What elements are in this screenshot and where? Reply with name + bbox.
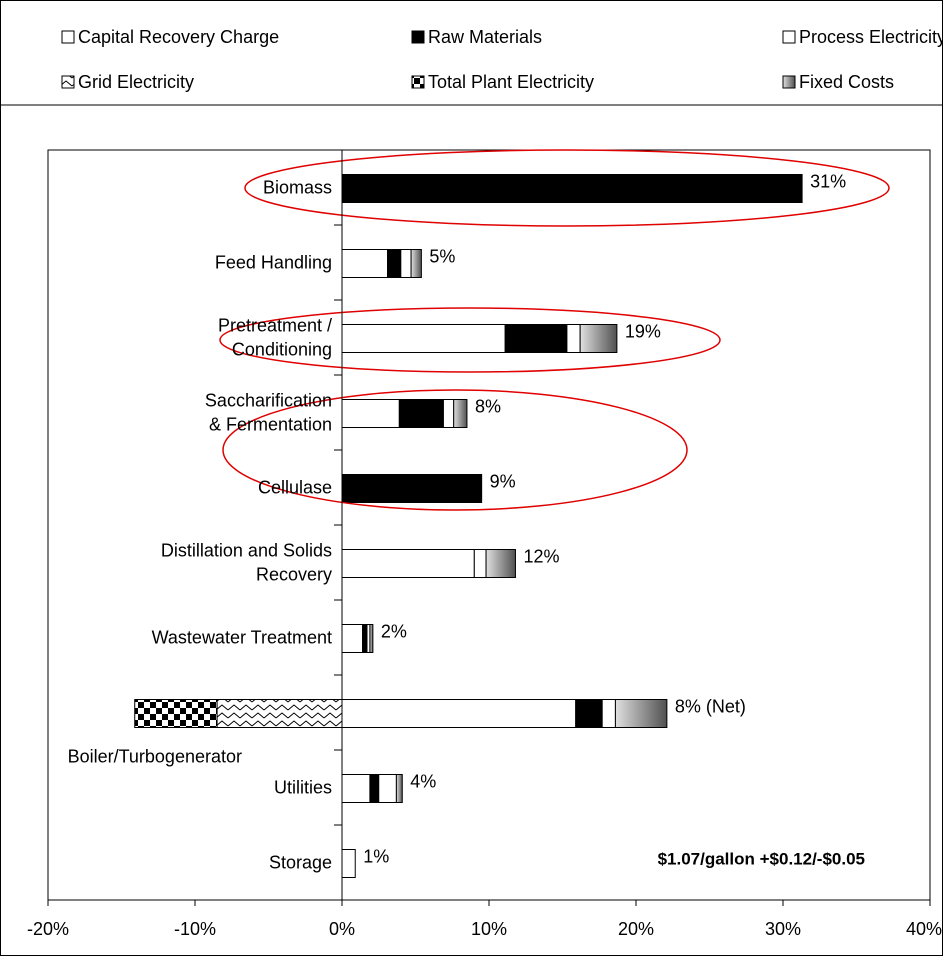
- data-label: 12%: [523, 546, 559, 566]
- data-label: 31%: [810, 171, 846, 191]
- x-tick-label: -10%: [174, 919, 216, 939]
- bar-segment: [410, 249, 422, 278]
- bar-segment: [341, 849, 356, 878]
- bar-segment: [579, 324, 618, 353]
- category-label: Distillation and Solids: [161, 540, 332, 560]
- bar-segment: [341, 774, 371, 803]
- x-tick-label: 30%: [765, 919, 801, 939]
- x-tick-label: -20%: [27, 919, 69, 939]
- category-label: Boiler/Turbogenerator: [68, 746, 242, 766]
- data-label: 2%: [381, 621, 407, 641]
- bar-segment: [341, 549, 475, 578]
- bar-segment: [134, 699, 218, 728]
- bar-segment: [341, 624, 364, 653]
- bar-segment: [395, 774, 403, 803]
- data-label: 19%: [625, 321, 661, 341]
- bar-segment: [378, 774, 397, 803]
- x-tick-label: 40%: [906, 919, 942, 939]
- bar-segment: [398, 399, 444, 428]
- annotation: $1.07/gallon +$0.12/-$0.05: [658, 849, 865, 868]
- legend-swatch: [411, 30, 425, 44]
- bar-segment: [341, 474, 483, 503]
- legend-label: Process Electricity: [799, 27, 943, 47]
- bar-segment: [485, 549, 516, 578]
- legend-label: Grid Electricity: [78, 72, 194, 92]
- bar-segment: [362, 624, 368, 653]
- bar-segment: [453, 399, 468, 428]
- bar-segment: [369, 624, 374, 653]
- category-label: Pretreatment /: [218, 315, 332, 335]
- category-label: Cellulase: [258, 477, 332, 497]
- legend-label: Raw Materials: [428, 27, 542, 47]
- bar-segment: [216, 699, 343, 728]
- legend-swatch: [782, 75, 796, 89]
- category-label: Conditioning: [232, 339, 332, 359]
- data-label: 8%: [475, 396, 501, 416]
- legend-swatch: [411, 75, 425, 89]
- category-label: Wastewater Treatment: [152, 627, 332, 647]
- category-label: Saccharification: [205, 390, 332, 410]
- category-label: Utilities: [274, 777, 332, 797]
- data-label: 8% (Net): [675, 696, 746, 716]
- bar-segment: [341, 399, 400, 428]
- bar-segment: [601, 699, 616, 728]
- legend-label: Fixed Costs: [799, 72, 894, 92]
- bar-segment: [341, 699, 577, 728]
- bar-segment: [341, 324, 506, 353]
- category-label: Feed Handling: [215, 252, 332, 272]
- data-label: 1%: [363, 846, 389, 866]
- data-label: 9%: [490, 471, 516, 491]
- bar-segment: [341, 249, 389, 278]
- plot-frame: [47, 149, 931, 901]
- bar-segment: [341, 174, 803, 203]
- bar-segment: [387, 249, 402, 278]
- bar-segment: [614, 699, 668, 728]
- highlight-ellipse: [222, 389, 688, 511]
- data-label: 5%: [429, 246, 455, 266]
- x-tick-label: 0%: [329, 919, 355, 939]
- highlight-ellipse: [219, 307, 721, 373]
- category-label: & Fermentation: [209, 414, 332, 434]
- legend-swatch: [61, 75, 75, 89]
- category-label: Recovery: [256, 564, 332, 584]
- data-label: 4%: [410, 771, 436, 791]
- legend-label: Capital Recovery Charge: [78, 27, 279, 47]
- category-label: Biomass: [263, 177, 332, 197]
- bar-segment: [575, 699, 603, 728]
- highlight-ellipse: [244, 149, 890, 227]
- bar-segment: [442, 399, 455, 428]
- bar-segment: [566, 324, 581, 353]
- bar-segment: [473, 549, 487, 578]
- x-tick-label: 10%: [471, 919, 507, 939]
- category-label: Storage: [269, 852, 332, 872]
- legend-swatch: [61, 30, 75, 44]
- bar-segment: [369, 774, 380, 803]
- bar-segment: [400, 249, 412, 278]
- legend-label: Total Plant Electricity: [428, 72, 594, 92]
- bar-segment: [504, 324, 568, 353]
- legend-swatch: [782, 30, 796, 44]
- x-tick-label: 20%: [618, 919, 654, 939]
